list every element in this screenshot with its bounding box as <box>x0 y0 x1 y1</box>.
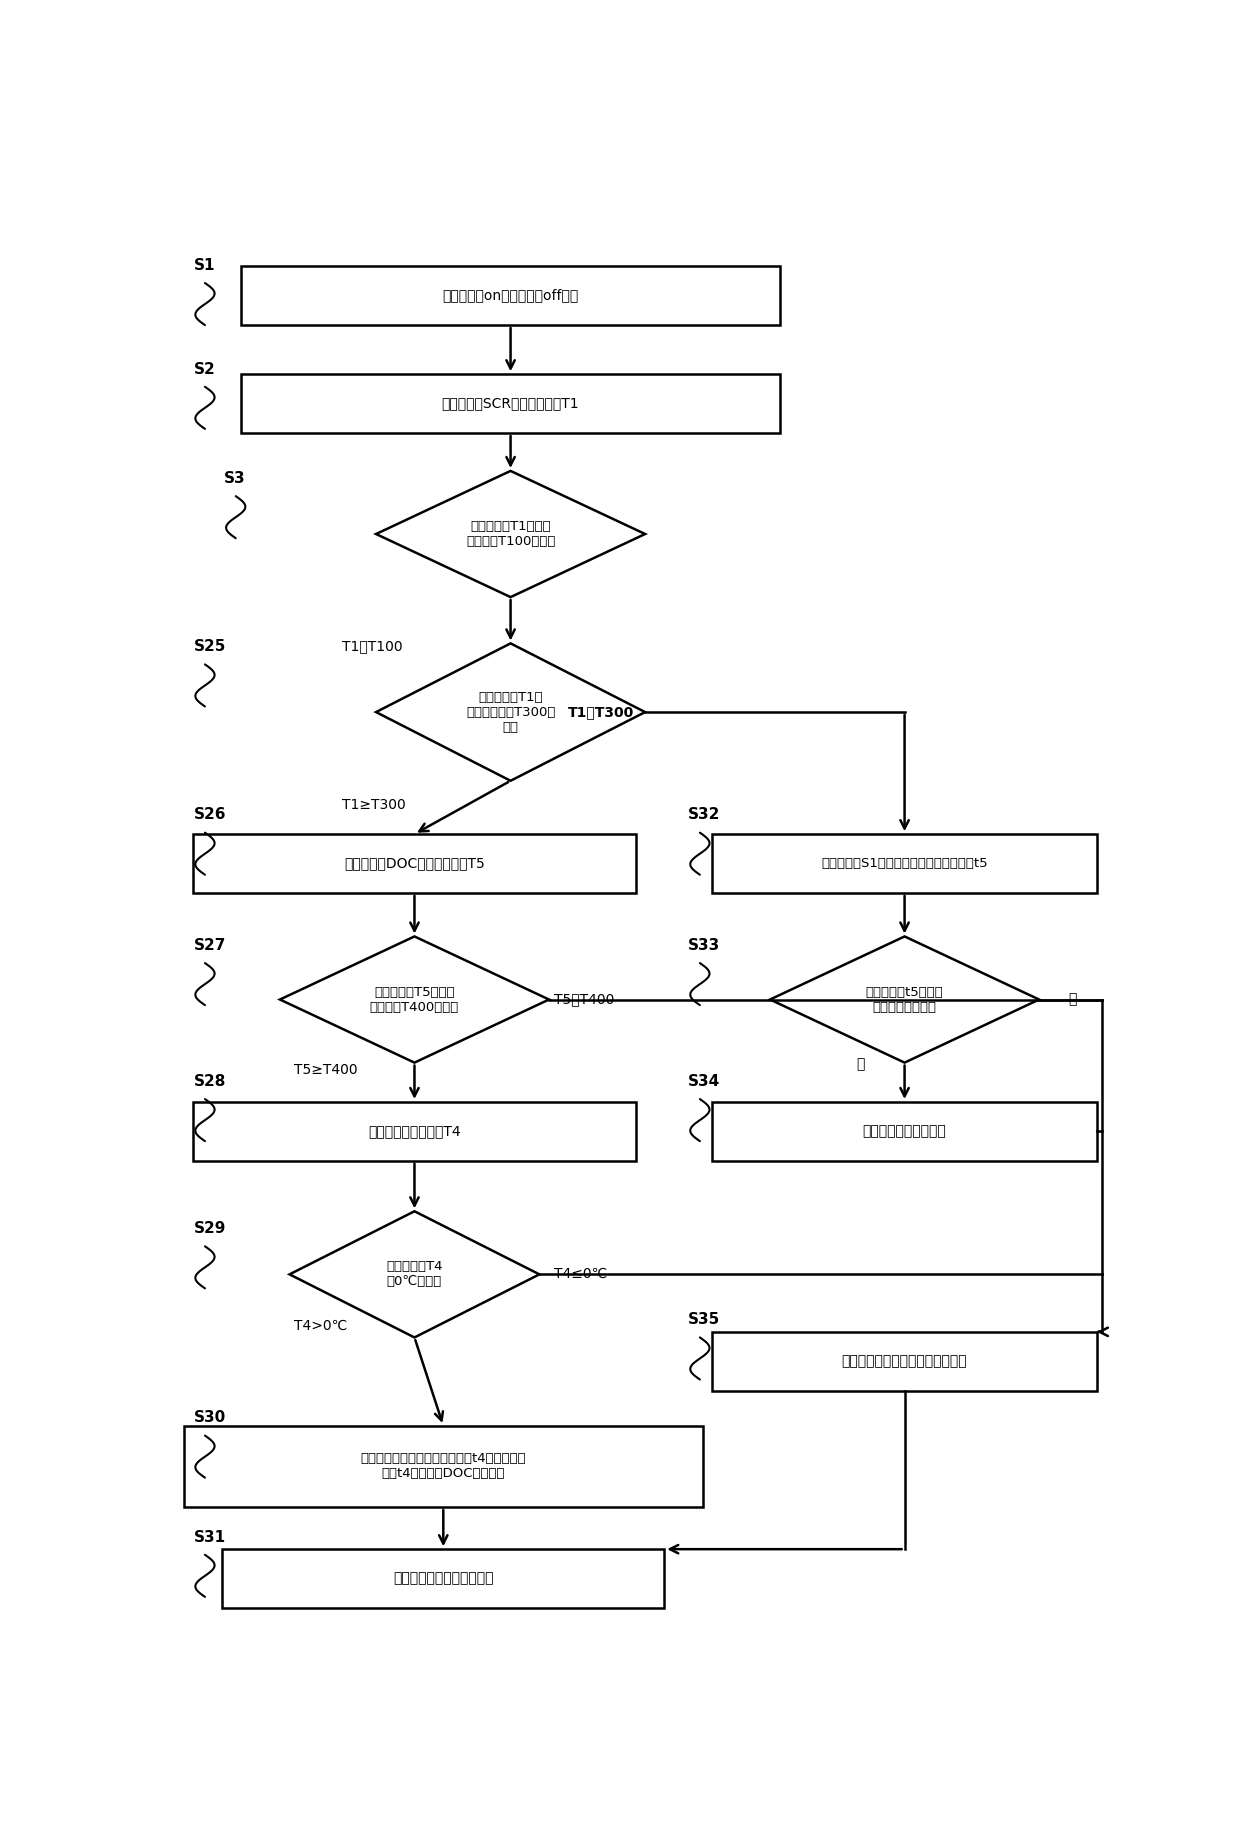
Text: S32: S32 <box>688 807 720 823</box>
Text: T4≤0℃: T4≤0℃ <box>554 1267 608 1282</box>
Text: T5＜T400: T5＜T400 <box>554 992 614 1007</box>
Text: S34: S34 <box>688 1074 720 1089</box>
Bar <box>184 1426 703 1508</box>
Polygon shape <box>290 1211 539 1337</box>
Bar <box>713 1331 1097 1391</box>
Text: T1＜T300: T1＜T300 <box>568 705 635 719</box>
Text: 控制器控制发动机熄火: 控制器控制发动机熄火 <box>863 1124 946 1138</box>
Bar <box>713 1102 1097 1160</box>
Text: S27: S27 <box>193 938 226 952</box>
Text: S33: S33 <box>688 938 720 952</box>
Text: T4>0℃: T4>0℃ <box>294 1318 347 1333</box>
Text: S28: S28 <box>193 1074 226 1089</box>
Text: S30: S30 <box>193 1409 226 1426</box>
Text: S31: S31 <box>193 1530 226 1544</box>
Text: 控制器获取DOC入口处的温度T5: 控制器获取DOC入口处的温度T5 <box>343 856 485 870</box>
Text: 控制器控制发动机怠速运行时间t4后熄火，在
时间t4内，提升DOC内部温度: 控制器控制发动机怠速运行时间t4后熄火，在 时间t4内，提升DOC内部温度 <box>361 1453 526 1480</box>
Bar <box>193 834 635 892</box>
Text: 控制器获取环境温度T4: 控制器获取环境温度T4 <box>368 1124 461 1138</box>
Polygon shape <box>376 643 645 781</box>
Polygon shape <box>770 936 1039 1063</box>
Text: 是: 是 <box>857 1056 866 1071</box>
Text: S35: S35 <box>688 1313 720 1328</box>
Text: 点火钥匙由on位置切换到off位置: 点火钥匙由on位置切换到off位置 <box>443 290 579 302</box>
Bar <box>222 1550 665 1608</box>
Bar <box>242 373 780 433</box>
Text: 控制器控制发动机熄火并发出报警: 控制器控制发动机熄火并发出报警 <box>842 1355 967 1368</box>
Text: 控制器控制发动机直接熄火: 控制器控制发动机直接熄火 <box>393 1572 494 1586</box>
Text: S29: S29 <box>193 1222 226 1236</box>
Polygon shape <box>280 936 549 1063</box>
Text: S2: S2 <box>193 362 216 377</box>
Bar <box>242 266 780 326</box>
Text: S1: S1 <box>193 259 215 273</box>
Text: T1≥T300: T1≥T300 <box>342 798 407 812</box>
Text: S3: S3 <box>224 472 246 486</box>
Text: 否: 否 <box>1068 992 1076 1007</box>
Text: 控制器比较t5是否位
于第一时间区间内: 控制器比较t5是否位 于第一时间区间内 <box>866 985 944 1014</box>
Text: 控制器比较T1与
第三预设温度T300的
大小: 控制器比较T1与 第三预设温度T300的 大小 <box>466 690 556 734</box>
Polygon shape <box>376 472 645 597</box>
Text: S25: S25 <box>193 639 226 654</box>
Text: 控制器比较T1与第一
预设温度T100的大小: 控制器比较T1与第一 预设温度T100的大小 <box>466 521 556 548</box>
Text: T1＜T100: T1＜T100 <box>342 639 403 654</box>
Text: 控制器比较T4
和0℃的大小: 控制器比较T4 和0℃的大小 <box>386 1260 443 1287</box>
Text: S26: S26 <box>193 807 226 823</box>
Text: 控制器获取SCR入口处的温度T1: 控制器获取SCR入口处的温度T1 <box>441 397 579 410</box>
Bar <box>713 834 1097 892</box>
Text: 控制器比较T5与第四
预设温度T400的大小: 控制器比较T5与第四 预设温度T400的大小 <box>370 985 459 1014</box>
Bar <box>193 1102 635 1160</box>
Text: 控制器获取S1之前发动机的持续运行时间t5: 控制器获取S1之前发动机的持续运行时间t5 <box>821 858 988 870</box>
Text: T5≥T400: T5≥T400 <box>294 1063 358 1076</box>
